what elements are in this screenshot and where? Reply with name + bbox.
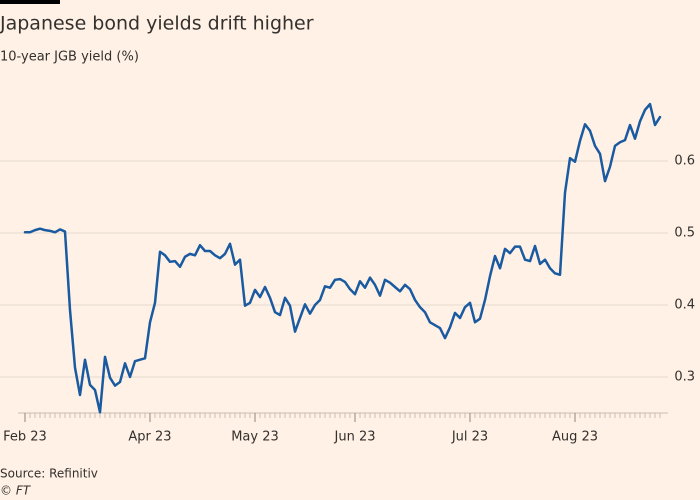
y-tick-label: 0.5 (674, 226, 695, 241)
credit: © FT (0, 484, 32, 498)
x-tick-label: Apr 23 (128, 430, 171, 445)
x-tick-label: Jul 23 (451, 430, 488, 445)
x-tick-label: Feb 23 (3, 430, 47, 445)
y-tick-label: 0.3 (674, 370, 695, 385)
source: Source: Refinitiv (0, 467, 98, 481)
x-tick-label: Jun 23 (334, 430, 376, 445)
y-tick-label: 0.6 (674, 154, 695, 169)
series-line (23, 102, 662, 414)
brand-bar (0, 0, 60, 4)
y-tick-label: 0.4 (674, 298, 695, 313)
x-tick-label: Aug 23 (552, 430, 598, 445)
chart-title: Japanese bond yields drift higher (0, 13, 314, 35)
chart-subtitle: 10-year JGB yield (%) (0, 50, 139, 65)
x-tick-label: May 23 (231, 430, 279, 445)
